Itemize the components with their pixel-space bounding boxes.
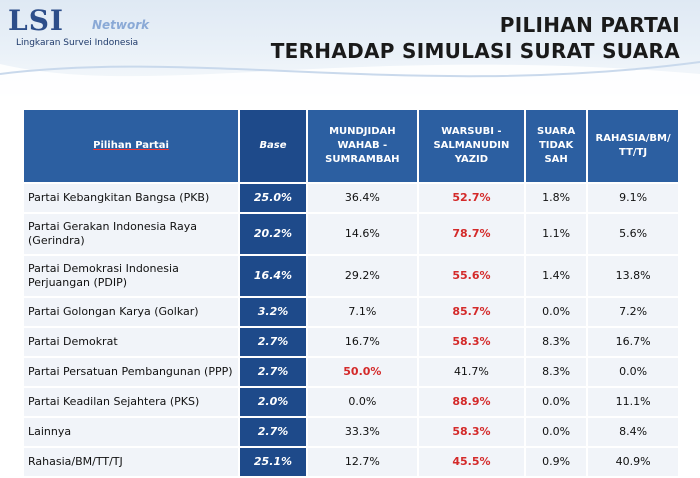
col4-value: 8.4% xyxy=(588,418,678,446)
header-col1: MUNDJIDAH WAHAB - SUMRAMBAH xyxy=(308,110,417,182)
col1-value: 16.7% xyxy=(308,328,417,356)
col3-value: 1.8% xyxy=(526,184,587,212)
table-row: Partai Golongan Karya (Golkar) 3.2% 7.1% 85… xyxy=(24,298,678,326)
party-label: Partai Demokrat xyxy=(24,328,238,356)
header-pilihan-partai: Pilihan Partai xyxy=(24,110,238,182)
col3-value: 0.0% xyxy=(526,388,587,416)
table-row: Partai Demokrasi Indonesia Perjuangan (P… xyxy=(24,256,678,296)
col2-value: 58.3% xyxy=(418,418,525,446)
header-col4: RAHASIA/BM/ TT/TJ xyxy=(588,110,678,182)
col3-value: 1.4% xyxy=(526,256,587,296)
party-label: Partai Persatuan Pembangunan (PPP) xyxy=(24,358,238,386)
col2-value: 55.6% xyxy=(418,256,525,296)
logo-mark: LSI xyxy=(8,4,65,37)
party-label: Partai Keadilan Sejahtera (PKS) xyxy=(24,388,238,416)
base-value: 25.1% xyxy=(240,448,306,476)
table-row: Partai Gerakan Indonesia Raya (Gerindra)… xyxy=(24,214,678,254)
table-row: Partai Keadilan Sejahtera (PKS) 2.0% 0.0% 8… xyxy=(24,388,678,416)
col4-value: 16.7% xyxy=(588,328,678,356)
party-label: Rahasia/BM/TT/TJ xyxy=(24,448,238,476)
header-banner: LSI Network Lingkaran Survei Indonesia P… xyxy=(0,0,700,104)
col2-value: 85.7% xyxy=(418,298,525,326)
col3-value: 8.3% xyxy=(526,328,587,356)
col2-value: 78.7% xyxy=(418,214,525,254)
col1-value: 0.0% xyxy=(308,388,417,416)
base-value: 2.0% xyxy=(240,388,306,416)
base-value: 2.7% xyxy=(240,418,306,446)
table-row: Lainnya 2.7% 33.3% 58.3% 0.0% 8.4% xyxy=(24,418,678,446)
col2-value: 52.7% xyxy=(418,184,525,212)
base-value: 3.2% xyxy=(240,298,306,326)
col1-value: 12.7% xyxy=(308,448,417,476)
table-row: Partai Persatuan Pembangunan (PPP) 2.7% 50… xyxy=(24,358,678,386)
header-col2: WARSUBI - SALMANUDIN YAZID xyxy=(418,110,525,182)
page-title: PILIHAN PARTAI TERHADAP SIMULASI SURAT S… xyxy=(271,12,680,64)
party-label: Partai Golongan Karya (Golkar) xyxy=(24,298,238,326)
col4-value: 40.9% xyxy=(588,448,678,476)
base-value: 20.2% xyxy=(240,214,306,254)
results-table: Pilihan Partai Base MUNDJIDAH WAHAB - SU… xyxy=(22,108,680,478)
col1-value: 14.6% xyxy=(308,214,417,254)
col3-value: 8.3% xyxy=(526,358,587,386)
logo-network: Network xyxy=(92,18,150,32)
title-line-1: PILIHAN PARTAI xyxy=(499,13,680,37)
title-line-2: TERHADAP SIMULASI SURAT SUARA xyxy=(270,39,680,63)
party-label: Lainnya xyxy=(24,418,238,446)
col1-value: 29.2% xyxy=(308,256,417,296)
table-row: Partai Kebangkitan Bangsa (PKB) 25.0% 36.4… xyxy=(24,184,678,212)
col1-value: 36.4% xyxy=(308,184,417,212)
lsi-logo: LSI Network Lingkaran Survei Indonesia xyxy=(8,4,168,48)
col2-value: 88.9% xyxy=(418,388,525,416)
base-value: 2.7% xyxy=(240,328,306,356)
table-row: Rahasia/BM/TT/TJ 25.1% 12.7% 45.5% 0.9% 40.9% xyxy=(24,448,678,476)
header-col3: SUARA TIDAK SAH xyxy=(526,110,587,182)
header-base: Base xyxy=(240,110,306,182)
base-value: 2.7% xyxy=(240,358,306,386)
party-label: Partai Demokrasi Indonesia Perjuangan (P… xyxy=(24,256,238,296)
base-value: 25.0% xyxy=(240,184,306,212)
col4-value: 13.8% xyxy=(588,256,678,296)
table-header-row: Pilihan Partai Base MUNDJIDAH WAHAB - SU… xyxy=(24,110,678,182)
col3-value: 0.0% xyxy=(526,298,587,326)
col4-value: 11.1% xyxy=(588,388,678,416)
col4-value: 7.2% xyxy=(588,298,678,326)
base-value: 16.4% xyxy=(240,256,306,296)
wave-decoration xyxy=(0,61,700,104)
logo-subtitle: Lingkaran Survei Indonesia xyxy=(16,38,139,48)
col4-value: 0.0% xyxy=(588,358,678,386)
col1-value: 7.1% xyxy=(308,298,417,326)
col3-value: 0.0% xyxy=(526,418,587,446)
col3-value: 1.1% xyxy=(526,214,587,254)
col2-value: 45.5% xyxy=(418,448,525,476)
col4-value: 5.6% xyxy=(588,214,678,254)
col3-value: 0.9% xyxy=(526,448,587,476)
party-label: Partai Gerakan Indonesia Raya (Gerindra) xyxy=(24,214,238,254)
table-row: Partai Demokrat 2.7% 16.7% 58.3% 8.3% 16.7% xyxy=(24,328,678,356)
party-label: Partai Kebangkitan Bangsa (PKB) xyxy=(24,184,238,212)
col1-value: 33.3% xyxy=(308,418,417,446)
col2-value: 41.7% xyxy=(418,358,525,386)
col1-value: 50.0% xyxy=(308,358,417,386)
col2-value: 58.3% xyxy=(418,328,525,356)
col4-value: 9.1% xyxy=(588,184,678,212)
